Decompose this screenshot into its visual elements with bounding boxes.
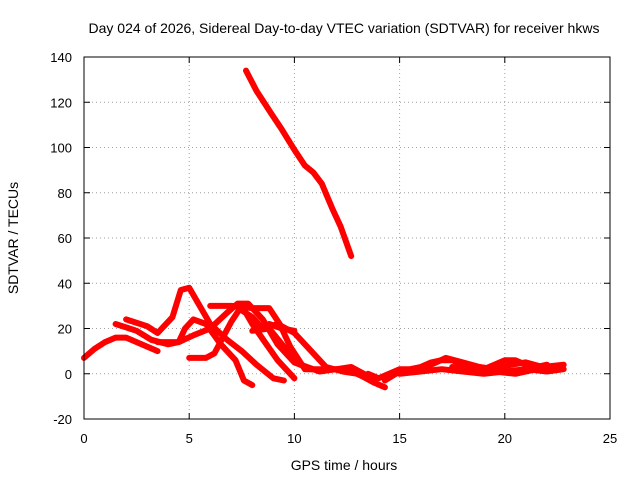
series-line-pass-1 <box>81 334 161 361</box>
grid <box>84 57 610 419</box>
series-line-pass-10 <box>243 67 355 260</box>
y-tick-label: -20 <box>53 412 72 427</box>
y-tick-label: 60 <box>58 231 72 246</box>
x-tick-label: 0 <box>80 431 87 446</box>
x-tick-label: 20 <box>498 431 512 446</box>
x-tick-label: 15 <box>392 431 406 446</box>
x-tick-label: 5 <box>186 431 193 446</box>
y-tick-label: 20 <box>58 322 72 337</box>
series-line-pass-9 <box>266 321 298 334</box>
y-tick-label: 40 <box>58 276 72 291</box>
series-line-pass-8 <box>249 325 367 377</box>
series-line-pass-3 <box>123 284 287 384</box>
y-tick-label: 100 <box>50 141 72 156</box>
chart-title: Day 024 of 2026, Sidereal Day-to-day VTE… <box>89 20 600 36</box>
y-tick-label: 140 <box>50 50 72 65</box>
y-tick-label: 0 <box>65 367 72 382</box>
y-tick-label: 120 <box>50 95 72 110</box>
y-tick-label: 80 <box>58 186 72 201</box>
x-tick-label: 10 <box>287 431 301 446</box>
y-axis-label: SDTVAR / TECUs <box>5 182 21 294</box>
x-tick-label: 25 <box>603 431 617 446</box>
series-line-pass-14 <box>449 364 561 377</box>
series-line-pass-2 <box>112 316 256 389</box>
axis-ticks: 0 5 10 15 20 25 -20 0 20 40 60 80 100 120 140 <box>50 50 617 446</box>
plot-frame <box>83 56 611 420</box>
x-axis-label: GPS time / hours <box>291 457 398 473</box>
series-group <box>81 67 567 391</box>
